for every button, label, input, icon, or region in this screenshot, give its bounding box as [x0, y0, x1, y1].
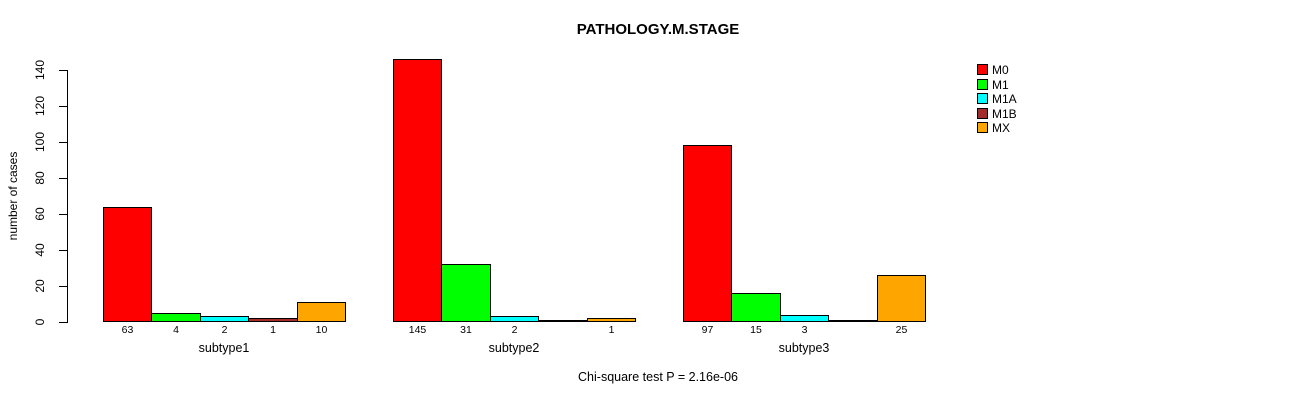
bar-subtype3-M1B — [828, 320, 878, 322]
bar-value-label: 15 — [750, 324, 762, 336]
bar-subtype3-M1 — [731, 293, 781, 322]
bar-subtype2-MX — [587, 318, 636, 322]
x-category-label-subtype3: subtype3 — [778, 341, 830, 355]
y-axis-tick-label: 120 — [33, 95, 47, 117]
legend-label-MX: MX — [992, 121, 1010, 135]
bar-value-label: 31 — [460, 324, 472, 336]
bar-value-label: 63 — [121, 324, 134, 336]
x-category-label-subtype1: subtype1 — [198, 341, 250, 355]
legend-swatch-MX — [977, 122, 988, 133]
bar-value-label: 2 — [221, 324, 228, 336]
legend-swatch-M0 — [977, 64, 988, 75]
y-axis-tick — [59, 106, 67, 107]
y-axis-tick — [59, 178, 67, 179]
y-axis-tick — [59, 214, 67, 215]
chart-title: PATHOLOGY.M.STAGE — [576, 21, 740, 38]
bar-subtype2-M1A — [490, 316, 539, 322]
y-axis-tick-label: 40 — [33, 243, 47, 257]
legend-swatch-M1A — [977, 93, 988, 104]
bar-subtype1-M1 — [151, 313, 201, 322]
bar-subtype3-MX — [877, 275, 926, 322]
bar-subtype1-M1B — [248, 318, 298, 322]
y-axis-line — [67, 70, 68, 323]
bar-value-label: 10 — [315, 324, 328, 336]
legend-label-M1: M1 — [992, 78, 1009, 92]
legend-swatch-M1 — [977, 79, 988, 90]
y-axis-tick-label: 60 — [33, 207, 47, 221]
chi-square-note: Chi-square test P = 2.16e-06 — [578, 370, 738, 384]
bar-subtype1-MX — [297, 302, 346, 322]
y-axis-tick-label: 100 — [33, 131, 47, 153]
y-axis-tick — [59, 322, 67, 323]
y-axis-tick-label: 20 — [33, 279, 47, 293]
bar-subtype2-M0 — [393, 59, 442, 322]
bar-value-label: 3 — [801, 324, 808, 336]
bar-subtype1-M1A — [200, 316, 249, 322]
bar-subtype2-M1B — [538, 320, 588, 322]
x-category-label-subtype2: subtype2 — [488, 341, 540, 355]
legend-label-M1A: M1A — [992, 92, 1017, 106]
y-axis-tick — [59, 250, 67, 251]
bar-subtype3-M0 — [683, 145, 732, 322]
legend-label-M0: M0 — [992, 63, 1009, 77]
bar-value-label: 145 — [408, 324, 427, 336]
bar-value-label: 2 — [511, 324, 518, 336]
y-axis-tick — [59, 286, 67, 287]
bar-value-label: 4 — [173, 324, 179, 336]
y-axis-tick-label: 0 — [33, 318, 47, 326]
y-axis-tick-label: 140 — [33, 59, 47, 81]
y-axis-tick — [59, 142, 67, 143]
legend-swatch-M1B — [977, 108, 988, 119]
y-axis-tick-label: 80 — [33, 171, 47, 185]
bar-value-label: 97 — [701, 324, 714, 336]
bar-value-label: 1 — [270, 324, 276, 336]
bar-value-label: 25 — [895, 324, 908, 336]
y-axis-tick — [59, 70, 67, 71]
legend-label-M1B: M1B — [992, 107, 1017, 121]
bar-subtype3-M1A — [780, 315, 829, 322]
bar-subtype2-M1 — [441, 264, 491, 322]
bar-value-label: 1 — [608, 324, 615, 336]
bar-subtype1-M0 — [103, 207, 152, 322]
